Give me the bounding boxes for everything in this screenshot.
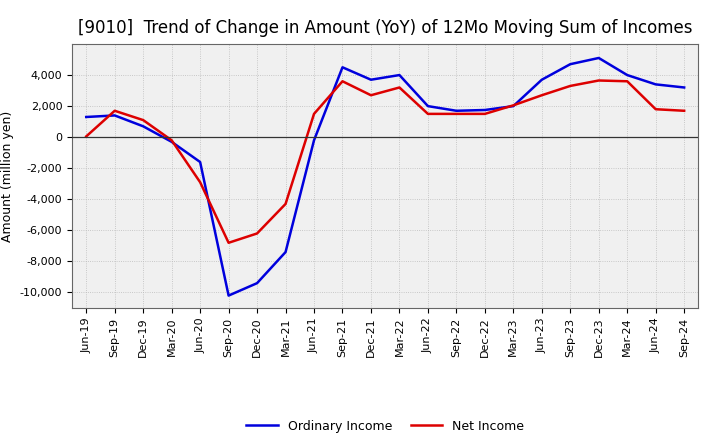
Net Income: [139, 117, 148, 123]
Net Income: [82, 134, 91, 139]
Legend: Ordinary Income, Net Income: Ordinary Income, Net Income: [241, 414, 529, 437]
Net Income: [310, 111, 318, 117]
Line: Net Income: Net Income: [86, 81, 684, 243]
Net Income: [452, 111, 461, 117]
Net Income: [253, 231, 261, 236]
Ordinary Income: [366, 77, 375, 82]
Net Income: [196, 180, 204, 185]
Ordinary Income: [452, 108, 461, 114]
Net Income: [623, 79, 631, 84]
Ordinary Income: [110, 113, 119, 118]
Y-axis label: Amount (million yen): Amount (million yen): [1, 110, 14, 242]
Ordinary Income: [480, 107, 489, 113]
Net Income: [110, 108, 119, 114]
Net Income: [680, 108, 688, 114]
Line: Ordinary Income: Ordinary Income: [86, 58, 684, 296]
Ordinary Income: [537, 77, 546, 82]
Net Income: [480, 111, 489, 117]
Net Income: [282, 202, 290, 207]
Ordinary Income: [225, 293, 233, 298]
Net Income: [366, 92, 375, 98]
Title: [9010]  Trend of Change in Amount (YoY) of 12Mo Moving Sum of Incomes: [9010] Trend of Change in Amount (YoY) o…: [78, 19, 693, 37]
Net Income: [537, 92, 546, 98]
Ordinary Income: [566, 62, 575, 67]
Ordinary Income: [282, 249, 290, 255]
Ordinary Income: [595, 55, 603, 61]
Net Income: [509, 103, 518, 108]
Net Income: [566, 83, 575, 88]
Ordinary Income: [652, 82, 660, 87]
Net Income: [423, 111, 432, 117]
Net Income: [225, 240, 233, 246]
Ordinary Income: [680, 85, 688, 90]
Ordinary Income: [338, 65, 347, 70]
Ordinary Income: [196, 159, 204, 165]
Ordinary Income: [167, 139, 176, 144]
Ordinary Income: [395, 73, 404, 78]
Net Income: [652, 106, 660, 112]
Ordinary Income: [139, 124, 148, 129]
Ordinary Income: [253, 281, 261, 286]
Ordinary Income: [509, 103, 518, 109]
Net Income: [595, 78, 603, 83]
Ordinary Income: [310, 138, 318, 143]
Net Income: [167, 138, 176, 143]
Net Income: [395, 85, 404, 90]
Ordinary Income: [82, 114, 91, 120]
Ordinary Income: [623, 73, 631, 78]
Net Income: [338, 79, 347, 84]
Ordinary Income: [423, 103, 432, 109]
